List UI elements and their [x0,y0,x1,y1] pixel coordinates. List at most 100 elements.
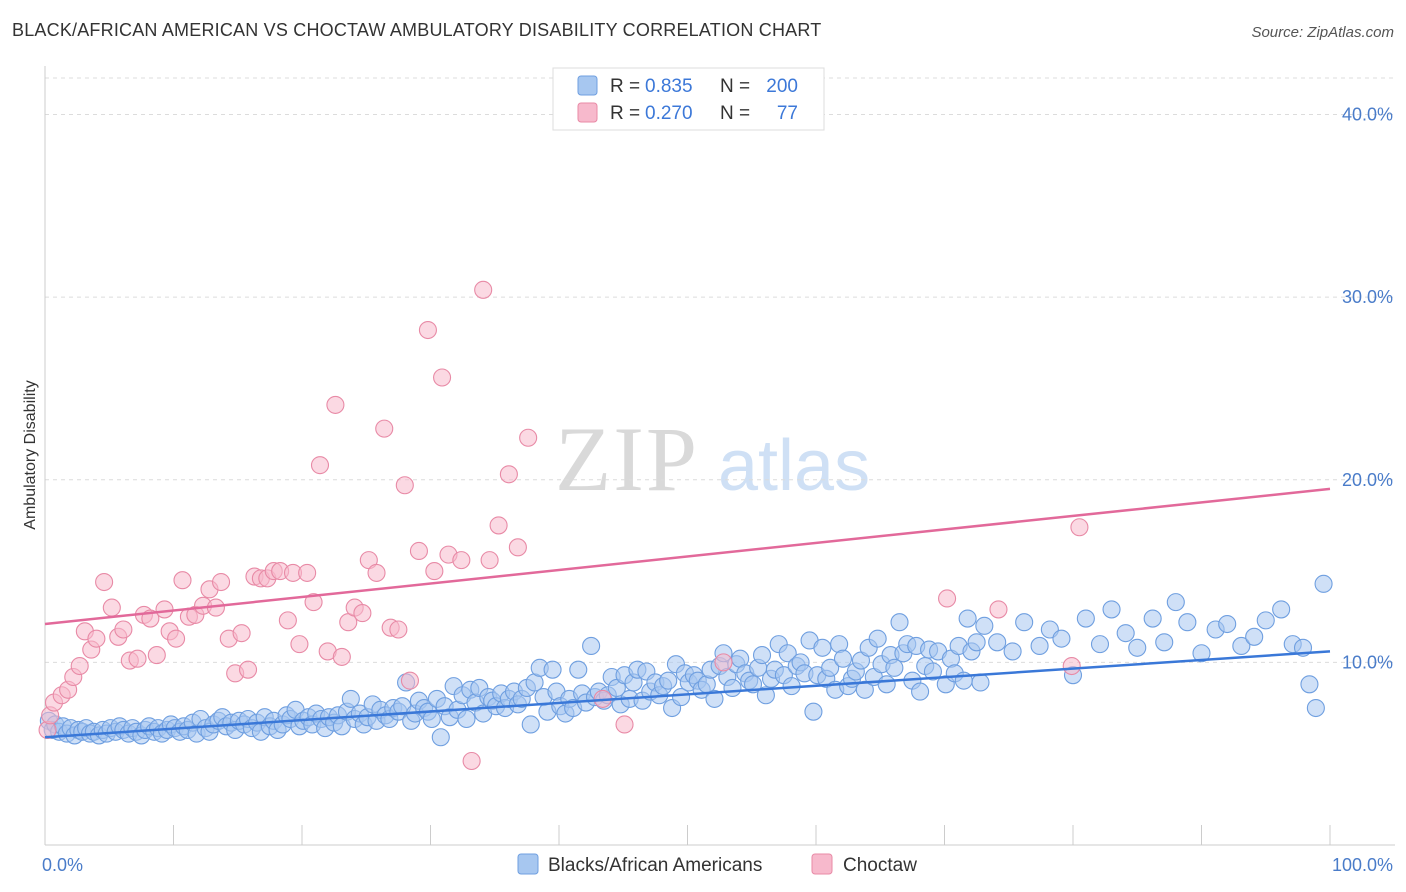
point-blacks [1015,613,1034,632]
point-blacks [1300,675,1319,694]
y-tick-label: 40.0% [1342,105,1393,125]
point-choctaw [298,563,317,582]
point-choctaw [102,598,121,617]
point-choctaw [87,629,106,648]
point-choctaw [499,465,518,484]
point-blacks [1256,611,1275,630]
y-axis-label: Ambulatory Disability [22,380,39,529]
y-tick-label: 20.0% [1342,470,1393,490]
point-blacks [756,686,775,705]
point-choctaw [155,600,174,619]
x-tick-labels: 0.0% 100.0% [42,855,1393,875]
point-blacks [659,671,678,690]
point-blacks [752,646,772,665]
point-blacks [988,633,1007,652]
point-blacks [457,709,476,729]
x-tick-label: 100.0% [1332,855,1393,875]
legend-n-label: N = [720,76,750,97]
point-choctaw [489,516,508,535]
point-choctaw [400,671,419,690]
point-blacks [958,609,977,628]
point-choctaw [167,629,186,648]
point-choctaw [389,620,408,639]
point-blacks [1102,600,1121,619]
point-blacks [877,675,896,694]
data-points [38,280,1333,771]
point-blacks [813,638,832,657]
bottom-legend-swatch-choctaw [811,853,833,875]
chart-title: BLACK/AFRICAN AMERICAN VS CHOCTAW AMBULA… [12,20,822,40]
point-choctaw [989,600,1008,619]
point-blacks [885,658,904,677]
legend-r-label-2: R = [610,103,640,124]
legend-n-value-blacks: 200 [766,76,798,97]
point-blacks [1166,593,1185,612]
point-choctaw [938,589,957,608]
point-blacks [672,688,691,707]
point-choctaw [290,635,309,654]
point-choctaw [367,563,386,582]
point-choctaw [714,653,733,672]
point-blacks [971,673,990,692]
point-choctaw [95,572,114,592]
point-blacks [1178,613,1197,632]
point-blacks [1030,636,1049,655]
point-blacks [868,629,887,648]
point-blacks [1314,574,1333,593]
point-choctaw [452,551,471,570]
legend-r-value-choctaw: 0.270 [645,103,693,124]
point-choctaw [211,572,231,592]
point-choctaw [474,280,493,299]
point-choctaw [70,656,89,676]
point-blacks [1272,600,1291,619]
point-choctaw [353,604,372,623]
point-choctaw [1070,518,1089,537]
point-choctaw [462,751,481,771]
point-blacks [1155,633,1174,652]
point-blacks [833,649,853,668]
point-blacks [923,662,942,681]
y-tick-labels: 10.0% 20.0% 30.0% 40.0% [1342,105,1393,673]
point-blacks [1218,614,1237,634]
trend-lines [44,487,1331,739]
point-blacks [543,660,562,679]
point-choctaw [395,476,414,495]
point-blacks [1052,629,1071,648]
point-choctaw [418,320,437,340]
point-choctaw [238,660,258,679]
top-legend: R = 0.835 N = 200 R = 0.270 N = 77 [552,67,825,131]
point-blacks [1116,624,1135,643]
point-blacks [431,728,450,747]
axes [44,66,1395,846]
point-blacks [582,636,601,655]
point-choctaw [114,620,133,639]
watermark-atlas: atlas [718,426,870,506]
legend-r-value-blacks: 0.835 [645,76,693,97]
bottom-legend: Blacks/African Americans Choctaw [517,853,917,876]
point-choctaw [332,647,351,666]
point-blacks [1128,638,1147,657]
legend-swatch-blacks [577,75,598,96]
trend-line-blacks [44,650,1331,739]
point-blacks [975,616,994,635]
point-blacks [705,689,724,708]
y-tick-label: 10.0% [1342,652,1393,672]
point-choctaw [615,715,634,734]
bottom-legend-label-choctaw: Choctaw [843,855,917,876]
legend-n-value-choctaw: 77 [777,103,798,124]
point-choctaw [480,551,499,570]
point-choctaw [310,456,330,475]
legend-n-label-2: N = [720,103,750,124]
point-blacks [1306,698,1325,718]
point-blacks [778,644,797,663]
point-choctaw [375,419,394,438]
point-blacks [890,613,909,632]
point-choctaw [278,611,297,630]
point-blacks [341,689,360,708]
bottom-legend-swatch-blacks [517,853,539,875]
point-blacks [1245,627,1264,646]
point-choctaw [425,562,444,581]
point-blacks [911,682,930,701]
point-blacks [723,678,742,697]
